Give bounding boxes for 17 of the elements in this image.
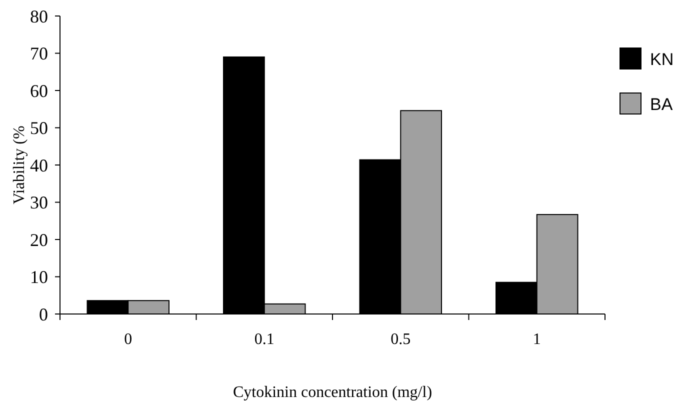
y-tick-label: 20 — [30, 230, 48, 250]
y-tick-label: 40 — [30, 155, 48, 176]
x-axis-title: Cytokinin concentration (mg/l) — [232, 384, 432, 401]
y-tick-label: 70 — [30, 44, 48, 64]
x-tick-label: 0 — [124, 331, 132, 348]
y-tick-label: 10 — [30, 267, 48, 288]
y-axis-title: Viability (% — [11, 126, 28, 204]
y-tick-label: 60 — [30, 80, 48, 101]
y-tick-label: 0 — [39, 304, 48, 324]
x-tick-label: 0.1 — [254, 331, 274, 348]
legend-label: BA — [650, 94, 674, 114]
x-tick-label: 0.5 — [390, 331, 411, 348]
y-tick-label: 50 — [30, 118, 48, 138]
legend-label: KN — [650, 50, 674, 69]
y-tick-label: 30 — [30, 192, 48, 213]
y-tick-label: 80 — [30, 6, 48, 26]
x-tick-label: 1 — [532, 331, 541, 348]
